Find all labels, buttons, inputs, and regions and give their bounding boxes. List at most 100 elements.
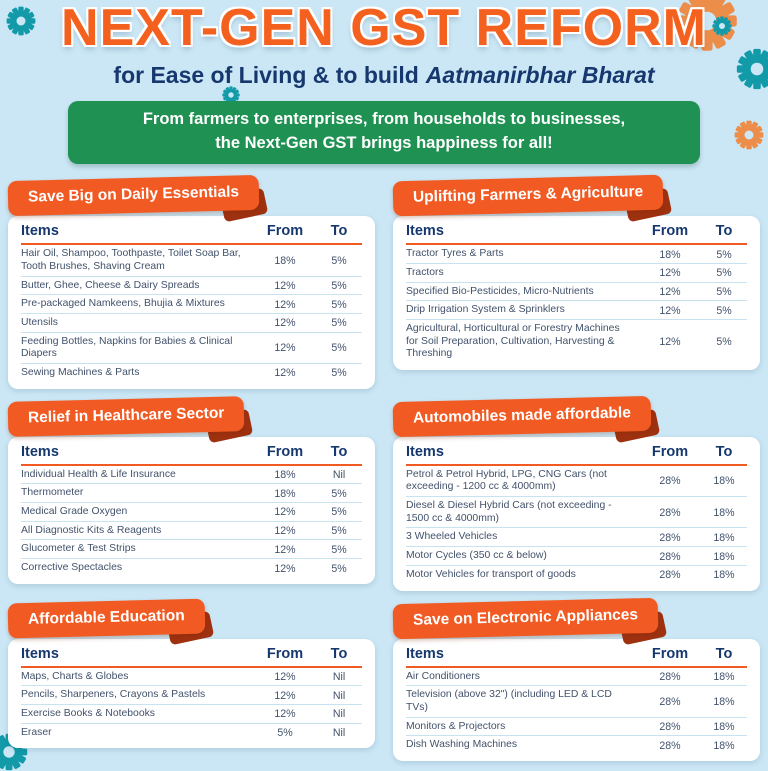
sections-grid: Save Big on Daily Essentials Items From … — [0, 174, 768, 761]
item-name: Butter, Ghee, Cheese & Dairy Spreads — [21, 279, 200, 291]
rate-from: 12% — [274, 279, 296, 292]
banner-line1: From farmers to enterprises, from househ… — [142, 110, 626, 129]
table-row: Petrol & Petrol Hybrid, LPG, CNG Cars (n… — [406, 466, 747, 498]
col-header-items: Items — [21, 645, 59, 662]
item-name: 3 Wheeled Vehicles — [406, 531, 498, 543]
rate-from: 28% — [659, 475, 681, 488]
rate-to: 5% — [716, 248, 732, 261]
table-row: Diesel & Diesel Hybrid Cars (not exceedi… — [406, 497, 747, 529]
table-body: Hair Oil, Shampoo, Toothpaste, Toilet So… — [21, 245, 362, 382]
rate-to: 5% — [331, 367, 347, 380]
table-row: Feeding Bottles, Napkins for Babies & Cl… — [21, 333, 362, 365]
table-body: Petrol & Petrol Hybrid, LPG, CNG Cars (n… — [406, 466, 747, 584]
rate-to: 5% — [331, 279, 347, 292]
section-title: Save Big on Daily Essentials — [7, 175, 260, 217]
rate-to: 5% — [331, 298, 347, 311]
section-panel: Save Big on Daily Essentials Items From … — [7, 175, 375, 389]
rate-from: 28% — [659, 720, 681, 733]
col-header-to: To — [330, 223, 348, 240]
table-row: Air Conditioners 28% 18% — [406, 668, 747, 687]
item-name: Eraser — [21, 726, 52, 738]
section-title: Relief in Healthcare Sector — [7, 395, 245, 437]
section-ribbon: Save on Electronic Appliances — [392, 597, 668, 645]
rate-from: 18% — [274, 469, 296, 482]
col-header-items: Items — [406, 443, 444, 460]
banner: From farmers to enterprises, from househ… — [68, 101, 700, 165]
item-name: Glucometer & Test Strips — [21, 543, 136, 555]
table-body: Tractor Tyres & Parts 18% 5% Tractors 12… — [406, 245, 747, 363]
table-row: Maps, Charts & Globes 12% Nil — [21, 668, 362, 687]
rate-to: 5% — [716, 336, 732, 349]
item-name: Sewing Machines & Parts — [21, 367, 140, 379]
table-row: Specified Bio-Pesticides, Micro-Nutrient… — [406, 283, 747, 302]
table-row: Glucometer & Test Strips 12% 5% — [21, 540, 362, 560]
col-header-to: To — [330, 443, 348, 460]
table-row: Corrective Spectacles 12% 5% — [21, 559, 362, 577]
col-header-from: From — [266, 223, 304, 240]
table-row: Eraser 5% Nil — [21, 724, 362, 742]
item-name: Thermometer — [21, 487, 84, 499]
table-row: All Diagnostic Kits & Reagents 12% 5% — [21, 522, 362, 541]
page-title: NEXT-GEN GST REFORM — [61, 0, 707, 57]
rate-table: Items From To Maps, Charts & Globes 12% … — [8, 638, 375, 749]
col-header-items: Items — [406, 645, 444, 662]
section-ribbon: Affordable Education — [7, 598, 214, 645]
item-name: Pencils, Sharpeners, Crayons & Pastels — [21, 689, 206, 701]
col-header-from: From — [651, 223, 689, 240]
banner-line2: the Next-Gen GST brings happiness for al… — [215, 134, 553, 153]
col-header-from: From — [266, 645, 304, 662]
rate-from: 12% — [274, 708, 296, 721]
rate-from: 12% — [659, 267, 681, 280]
rate-from: 28% — [659, 569, 681, 582]
rate-to: 5% — [716, 304, 732, 317]
section-ribbon: Automobiles made affordable — [392, 395, 661, 444]
rate-to: Nil — [332, 726, 346, 739]
rate-to: 5% — [331, 543, 347, 556]
table-row: Medical Grade Oxygen 12% 5% — [21, 503, 362, 522]
table-body: Air Conditioners 28% 18% Television (abo… — [406, 668, 747, 754]
rate-from: 28% — [659, 695, 681, 708]
rate-to: 18% — [713, 531, 735, 544]
subtitle: for Ease of Living & to build Aatmanirbha… — [0, 62, 768, 89]
table-row: Television (above 32") (including LED & … — [406, 686, 747, 718]
section-ribbon: Save Big on Daily Essentials — [7, 175, 269, 223]
rate-table: Items From To Individual Health & Life I… — [8, 436, 375, 584]
item-name: Air Conditioners — [406, 670, 480, 682]
table-row: Butter, Ghee, Cheese & Dairy Spreads 12%… — [21, 277, 362, 296]
table-row: Pre-packaged Namkeens, Bhujia & Mixtures… — [21, 295, 362, 314]
table-row: Agricultural, Horticultural or Forestry … — [406, 320, 747, 363]
table-row: Tractors 12% 5% — [406, 264, 747, 283]
table-row: Motor Cycles (350 cc & below) 28% 18% — [406, 547, 747, 566]
rate-from: 12% — [274, 506, 296, 519]
col-header-from: From — [651, 443, 689, 460]
item-name: Motor Vehicles for transport of goods — [406, 568, 576, 580]
table-row: Dish Washing Machines 28% 18% — [406, 736, 747, 754]
rate-to: 18% — [713, 506, 735, 519]
rate-from: 5% — [277, 726, 293, 739]
item-name: Dish Washing Machines — [406, 739, 518, 751]
section-title: Automobiles made affordable — [392, 395, 652, 437]
item-name: Maps, Charts & Globes — [21, 670, 129, 682]
section-panel: Save on Electronic Appliances Items From… — [392, 597, 760, 761]
rate-from: 12% — [659, 285, 681, 298]
rate-to: 18% — [713, 739, 735, 752]
rate-from: 12% — [274, 670, 296, 683]
rate-to: Nil — [332, 708, 346, 721]
table-row: Motor Vehicles for transport of goods 28… — [406, 566, 747, 584]
section-title: Affordable Education — [7, 598, 206, 638]
col-header-items: Items — [21, 443, 59, 460]
section-panel: Automobiles made affordable Items From T… — [392, 395, 760, 591]
table-header-row: Items From To — [406, 439, 747, 466]
item-name: Tractor Tyres & Parts — [406, 248, 504, 260]
item-name: Feeding Bottles, Napkins for Babies & Cl… — [21, 335, 233, 360]
col-header-from: From — [651, 645, 689, 662]
rate-table: Items From To Air Conditioners 28% 18% T… — [393, 638, 760, 761]
section-title: Save on Electronic Appliances — [392, 597, 659, 639]
rate-to: 5% — [331, 487, 347, 500]
item-name: Pre-packaged Namkeens, Bhujia & Mixtures — [21, 298, 225, 310]
table-header-row: Items From To — [406, 218, 747, 246]
item-name: Hair Oil, Shampoo, Toothpaste, Toilet So… — [21, 248, 241, 272]
table-row: Sewing Machines & Parts 12% 5% — [21, 364, 362, 382]
rate-from: 28% — [659, 739, 681, 752]
